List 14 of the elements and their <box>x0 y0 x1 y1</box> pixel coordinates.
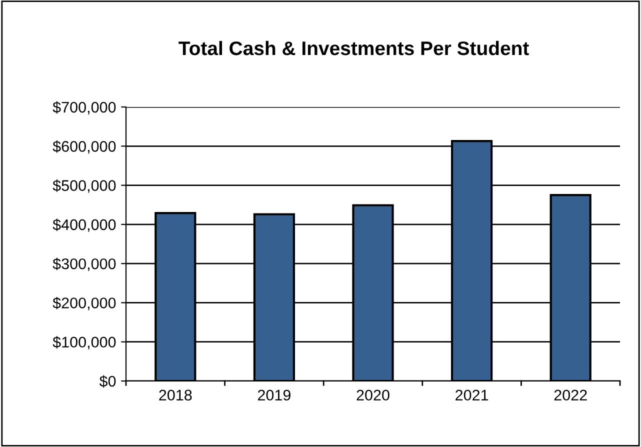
x-tick-label: 2021 <box>456 390 488 401</box>
y-tick-label: $400,000 <box>52 218 116 232</box>
y-tick-label: $300,000 <box>52 258 116 272</box>
y-tick-label: $100,000 <box>52 336 116 350</box>
x-tick-label: 2018 <box>159 390 192 401</box>
x-tick-label: 2022 <box>554 390 587 401</box>
x-tick-label: 2020 <box>356 390 390 401</box>
y-tick-label: $500,000 <box>52 180 116 193</box>
y-tick-label: $700,000 <box>52 101 116 114</box>
y-tick-label: $200,000 <box>52 296 116 310</box>
x-tick-label: 2019 <box>258 390 290 401</box>
chart-title: Total Cash & Investments Per Student <box>178 40 529 56</box>
y-tick-label: $600,000 <box>52 140 116 154</box>
y-tick-label: $0 <box>99 375 116 388</box>
